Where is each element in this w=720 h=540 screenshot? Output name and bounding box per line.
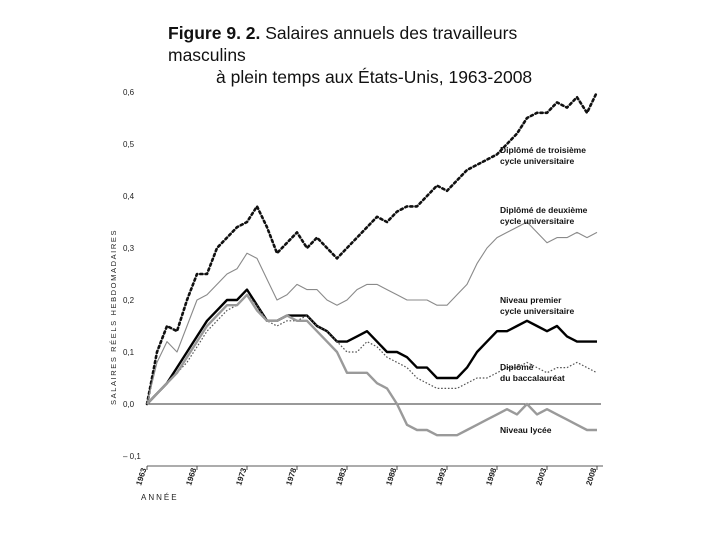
series-baccalaureat-line (146, 294, 598, 405)
x-tick-label-1: 1968 (184, 466, 198, 486)
series-baccalaureat-label-0: Diplômé (500, 362, 534, 372)
y-axis-label: SALAIRES RÉELS HEBDOMADAIRES (109, 229, 118, 405)
series-troisieme-cycle-line (145, 90, 599, 406)
y-tick-label-3: 0,2 (123, 296, 135, 305)
y-tick-label-5: 0,4 (123, 192, 135, 201)
series-premier-cycle-label-1: cycle universitaire (500, 306, 574, 316)
x-tick-label-0: 1963 (134, 466, 148, 486)
y-tick-label-2: 0,1 (123, 348, 135, 357)
y-tick-label-0: – 0,1 (123, 452, 141, 461)
title-text-1: Salaires annuels des travailleurs mascul… (168, 23, 518, 65)
x-tick-label-6: 1993 (434, 466, 448, 486)
series-premier-cycle-label-0: Niveau premier (500, 295, 562, 305)
series-lycee-label-0: Niveau lycée (500, 425, 552, 435)
series-baccalaureat-label-1: du baccalauréat (500, 373, 565, 383)
x-tick-label-8: 2003 (534, 466, 548, 486)
x-tick-label-7: 1998 (484, 466, 498, 486)
series-troisieme-cycle-label-0: Diplômé de troisième (500, 145, 586, 155)
y-tick-label-6: 0,5 (123, 140, 135, 149)
series-deuxieme-cycle-label-0: Diplômé de deuxième (500, 205, 588, 215)
x-tick-label-4: 1983 (334, 466, 348, 486)
x-axis-label: ANNÉE (141, 493, 179, 502)
series-deuxieme-cycle-label-1: cycle universitaire (500, 216, 574, 226)
series-premier-cycle-line (146, 288, 597, 405)
x-tick-label-5: 1988 (384, 466, 398, 486)
y-tick-label-1: 0,0 (123, 400, 135, 409)
title-line-2: à plein temps aux États-Unis, 1963-2008 (216, 67, 533, 87)
x-tick-label-2: 1973 (234, 466, 248, 486)
figure-number: Figure 9. 2. (168, 23, 261, 43)
x-tick-label-3: 1978 (284, 466, 298, 486)
series-troisieme-cycle-label-1: cycle universitaire (500, 156, 574, 166)
title-line-1: Figure 9. 2. Salaires annuels des travai… (168, 22, 588, 66)
x-tick-label-9: 2008 (584, 466, 598, 486)
y-tick-label-7: 0,6 (123, 88, 135, 97)
series-deuxieme-cycle-line (146, 221, 598, 405)
y-tick-label-4: 0,3 (123, 244, 135, 253)
figure-title: Figure 9. 2. Salaires annuels des travai… (168, 22, 588, 88)
series-lycee-line (146, 293, 597, 437)
